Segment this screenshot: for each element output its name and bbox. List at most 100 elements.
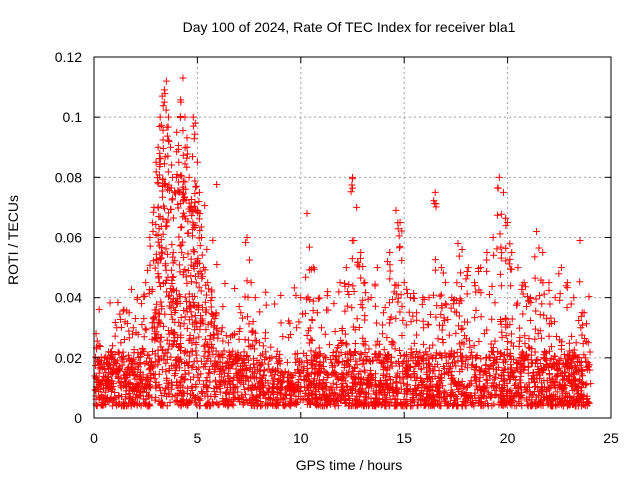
data-point-peak (247, 279, 255, 287)
data-point (440, 317, 448, 325)
data-point (386, 275, 394, 283)
data-point (486, 371, 494, 379)
data-point (148, 335, 156, 343)
data-point (177, 358, 185, 366)
data-point (197, 287, 205, 295)
data-point (526, 316, 534, 324)
data-point (552, 373, 560, 381)
data-point-peak (284, 369, 292, 377)
data-point-peak (162, 77, 170, 85)
data-point (362, 289, 370, 297)
data-point (138, 344, 146, 352)
data-point (167, 310, 175, 318)
data-point (413, 316, 421, 324)
data-point (203, 374, 211, 382)
data-point (477, 289, 485, 297)
data-point (180, 194, 188, 202)
data-point (382, 376, 390, 384)
data-point (532, 356, 540, 364)
data-point (347, 372, 355, 380)
data-point (277, 394, 285, 402)
data-point (181, 313, 189, 321)
data-point (156, 401, 164, 409)
data-point (102, 384, 110, 392)
data-point (152, 335, 160, 343)
data-point-peak (367, 294, 375, 302)
data-point (528, 375, 536, 383)
data-point (106, 348, 114, 356)
data-point (538, 300, 546, 308)
data-point-peak (195, 188, 203, 196)
data-point (115, 349, 123, 357)
data-point (295, 375, 303, 383)
data-point (240, 355, 248, 363)
data-point (148, 219, 156, 227)
data-point (477, 355, 485, 363)
data-point (324, 306, 332, 314)
data-point (439, 339, 447, 347)
data-point (97, 353, 105, 361)
data-point (152, 250, 160, 258)
data-point (163, 336, 171, 344)
data-point (241, 336, 249, 344)
data-point (262, 288, 270, 296)
data-point (583, 392, 591, 400)
data-point (307, 356, 315, 364)
x-tick-label: 15 (396, 430, 412, 446)
data-point (257, 352, 265, 360)
data-point (343, 341, 351, 349)
data-point (360, 389, 368, 397)
data-point (154, 352, 162, 360)
data-point (187, 308, 195, 316)
data-point-peak (508, 249, 516, 257)
data-point (457, 269, 465, 277)
data-point (490, 375, 498, 383)
data-point (362, 356, 370, 364)
data-point (166, 398, 174, 406)
data-point (188, 278, 196, 286)
data-point (343, 356, 351, 364)
data-point (461, 318, 469, 326)
data-point (559, 376, 567, 384)
data-point (506, 320, 514, 328)
data-point (234, 376, 242, 384)
data-point (315, 351, 323, 359)
data-point (369, 402, 377, 410)
data-point (507, 352, 515, 360)
data-point (471, 314, 479, 322)
data-point (555, 270, 563, 278)
data-point (285, 317, 293, 325)
data-point-peak (425, 294, 433, 302)
data-point (219, 366, 227, 374)
data-point (222, 390, 230, 398)
data-point (431, 372, 439, 380)
data-point (491, 373, 499, 381)
data-point (585, 293, 593, 301)
data-point (235, 302, 243, 310)
data-point (381, 304, 389, 312)
data-point (441, 300, 449, 308)
data-point (380, 346, 388, 354)
data-point (91, 361, 99, 369)
data-point (264, 360, 272, 368)
data-point (360, 366, 368, 374)
data-point (497, 320, 505, 328)
data-point (556, 381, 564, 389)
data-point (472, 354, 479, 362)
data-point (472, 353, 480, 361)
data-point (436, 350, 444, 358)
data-point (134, 365, 142, 373)
data-point (464, 393, 472, 401)
data-point (216, 388, 224, 396)
data-point-peak (419, 294, 427, 302)
data-point (525, 343, 533, 351)
data-point (198, 304, 206, 312)
data-point (168, 161, 176, 169)
data-point (103, 394, 111, 402)
data-point (410, 368, 418, 376)
data-point (441, 397, 449, 405)
data-point (314, 396, 322, 404)
data-point (188, 212, 196, 220)
data-point (156, 149, 164, 157)
data-point (562, 388, 570, 396)
